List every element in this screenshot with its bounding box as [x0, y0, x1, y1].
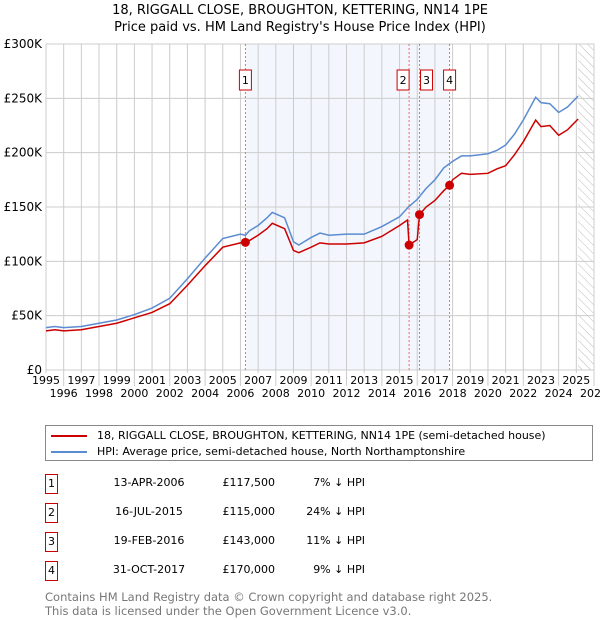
- x-tick-label: 2000: [120, 387, 148, 400]
- sale-hpi-diff: 9% ↓ HPI: [313, 563, 365, 576]
- sale-price: £170,000: [222, 563, 276, 576]
- y-tick-label: £300K: [4, 37, 44, 51]
- x-tick-label: 2016: [403, 387, 431, 400]
- x-tick-label: 2022: [509, 387, 537, 400]
- legend-label-hpi: HPI: Average price, semi-detached house,…: [97, 445, 466, 458]
- sale-marker-box: [420, 69, 434, 91]
- x-tick-label: 2017: [421, 374, 449, 387]
- x-tick-label: 2009: [279, 374, 307, 387]
- y-tick-label: £0: [27, 363, 42, 377]
- sale-marker-label: 4: [446, 74, 453, 87]
- series-line-hpi: [45, 95, 579, 329]
- sale-point: [415, 210, 425, 220]
- footer: Contains HM Land Registry data © Crown c…: [45, 590, 492, 618]
- x-tick-label: 2013: [350, 374, 378, 387]
- sale-row: 3 19-FEB-2016 £143,000 11% ↓ HPI: [45, 532, 445, 554]
- sale-marker-box: [443, 69, 457, 91]
- x-tick-label: 2015: [386, 374, 414, 387]
- legend-swatch-price: [51, 434, 87, 437]
- y-tick-label: £50K: [11, 309, 43, 323]
- plot-border: [45, 43, 595, 371]
- legend-label-price: 18, RIGGALL CLOSE, BROUGHTON, KETTERING,…: [97, 429, 546, 442]
- sale-marker-box: [238, 69, 252, 91]
- x-tick-label: 2010: [297, 387, 325, 400]
- sale-hpi-diff: 7% ↓ HPI: [313, 476, 365, 489]
- sale-date: 19-FEB-2016: [113, 534, 185, 547]
- chart-subtitle: Price paid vs. HM Land Registry's House …: [114, 20, 486, 35]
- sale-marker-label: 2: [400, 74, 407, 87]
- series-line-price: [45, 118, 579, 332]
- x-tick-label: 2021: [492, 374, 520, 387]
- sale-date: 13-APR-2006: [113, 476, 185, 489]
- x-tick-label: 1998: [85, 387, 113, 400]
- x-tick-label: 2012: [333, 387, 361, 400]
- x-tick-label: 2019: [456, 374, 484, 387]
- x-tick-label: 2014: [368, 387, 396, 400]
- x-tick-label: 2008: [262, 387, 290, 400]
- x-tick-label: 2005: [209, 374, 237, 387]
- x-tick-label: 1997: [67, 374, 95, 387]
- x-tick-label: 2004: [191, 387, 219, 400]
- x-tick-label: 2023: [527, 374, 555, 387]
- x-tick-label: 1995: [32, 374, 60, 387]
- sale-marker-label: 1: [242, 74, 249, 87]
- sale-point: [445, 180, 455, 190]
- x-tick-label: 2002: [156, 387, 184, 400]
- x-tick-label: 2011: [315, 374, 343, 387]
- y-tick-label: £150K: [4, 200, 44, 214]
- plot-area: 1995199619971998199920002001200220032004…: [4, 37, 600, 400]
- y-tick-label: £250K: [4, 91, 44, 105]
- sale-row: 4 31-OCT-2017 £170,000 9% ↓ HPI: [45, 561, 445, 583]
- x-tick-label: 2026: [580, 387, 600, 400]
- x-tick-label: 2007: [244, 374, 272, 387]
- footer-line-2: This data is licensed under the Open Gov…: [45, 604, 412, 618]
- legend: 18, RIGGALL CLOSE, BROUGHTON, KETTERING,…: [45, 425, 593, 461]
- sale-marker-box: [396, 69, 410, 91]
- sale-point: [240, 237, 250, 247]
- x-tick-label: 2020: [474, 387, 502, 400]
- sale-price: £117,500: [222, 476, 276, 489]
- legend-swatch-hpi: [51, 450, 87, 453]
- sale-number: 2: [45, 503, 58, 523]
- sale-hpi-diff: 24% ↓ HPI: [306, 505, 365, 518]
- x-tick-label: 2025: [562, 374, 590, 387]
- sale-number: 1: [45, 474, 58, 494]
- sale-number: 4: [45, 561, 58, 581]
- y-tick-label: £100K: [4, 254, 44, 268]
- x-tick-label: 1999: [103, 374, 131, 387]
- x-tick-label: 2024: [545, 387, 573, 400]
- sale-point: [404, 240, 414, 250]
- sale-date: 31-OCT-2017: [112, 563, 186, 576]
- chart-title: 18, RIGGALL CLOSE, BROUGHTON, KETTERING,…: [112, 3, 488, 18]
- x-tick-label: 2006: [226, 387, 254, 400]
- x-tick-label: 2001: [138, 374, 166, 387]
- sale-row: 1 13-APR-2006 £117,500 7% ↓ HPI: [45, 474, 445, 496]
- x-tick-label: 1996: [50, 387, 78, 400]
- x-tick-label: 2018: [439, 387, 467, 400]
- sale-marker-label: 3: [423, 74, 430, 87]
- x-tick-label: 2003: [173, 374, 201, 387]
- sale-hpi-diff: 11% ↓ HPI: [306, 534, 365, 547]
- y-tick-label: £200K: [4, 146, 44, 160]
- sale-price: £143,000: [222, 534, 276, 547]
- sale-date: 16-JUL-2015: [115, 505, 183, 518]
- footer-line-1: Contains HM Land Registry data © Crown c…: [45, 590, 493, 604]
- sale-number: 3: [45, 532, 58, 552]
- sale-row: 2 16-JUL-2015 £115,000 24% ↓ HPI: [45, 503, 445, 525]
- sale-price: £115,000: [222, 505, 276, 518]
